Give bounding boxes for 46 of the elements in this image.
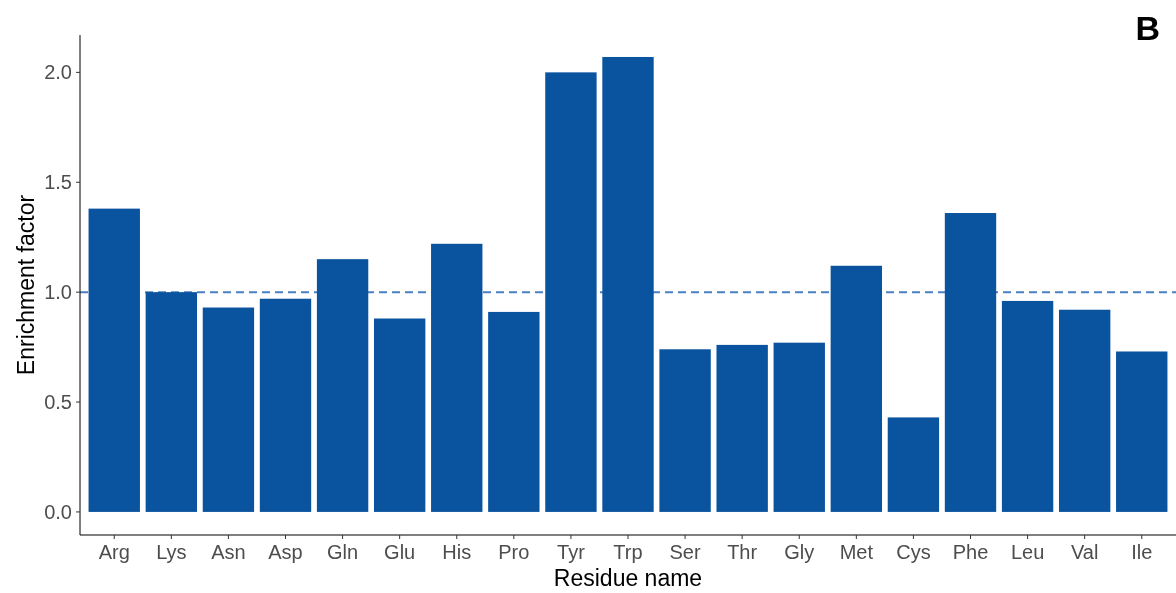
- bar: [716, 344, 768, 512]
- x-tick-label: Ser: [669, 541, 701, 563]
- bar: [830, 265, 883, 512]
- y-axis-title: Enrichment factor: [13, 194, 39, 376]
- bar: [373, 318, 426, 512]
- x-tick-label: Asn: [211, 541, 246, 563]
- bar: [88, 208, 140, 512]
- x-tick-label: Trp: [613, 541, 643, 563]
- bar: [1001, 300, 1054, 512]
- x-tick-label: Val: [1070, 541, 1099, 563]
- bar: [259, 298, 312, 512]
- x-tick-label: Asp: [268, 541, 303, 563]
- bar: [545, 72, 597, 512]
- x-tick-label: Thr: [727, 541, 758, 563]
- x-tick-label: Pro: [498, 541, 530, 563]
- bar: [887, 417, 940, 512]
- bar: [1058, 309, 1111, 512]
- x-tick-label: Phe: [952, 541, 989, 563]
- x-tick-label: Met: [839, 541, 874, 563]
- x-axis-title: Residue name: [553, 565, 703, 591]
- bar: [773, 342, 825, 512]
- x-tick-label: Tyr: [557, 541, 586, 563]
- x-tick-label: Glu: [384, 541, 416, 563]
- x-tick-label: Ile: [1131, 541, 1153, 563]
- bar: [431, 243, 483, 512]
- x-tick-label: Leu: [1010, 541, 1045, 563]
- annotation: B: [1135, 9, 1160, 47]
- bar: [602, 56, 654, 512]
- y-tick-label: 1.0: [44, 281, 72, 304]
- x-tick-label: Arg: [98, 541, 130, 563]
- y-tick-label: 1.5: [44, 171, 72, 194]
- bar: [316, 259, 369, 512]
- bar: [488, 311, 540, 512]
- bar: [944, 213, 997, 512]
- bar: [145, 292, 198, 512]
- x-tick-label: His: [442, 541, 472, 563]
- y-tick-label: 0.0: [44, 500, 72, 523]
- x-tick-label: Gln: [327, 541, 359, 563]
- bar: [1116, 351, 1168, 512]
- y-tick-label: 2.0: [44, 61, 72, 84]
- y-tick-label: 0.5: [44, 391, 72, 414]
- bar: [659, 349, 711, 512]
- x-tick-label: Lys: [156, 541, 187, 563]
- bar: [202, 307, 255, 512]
- x-tick-label: Gly: [784, 541, 815, 563]
- x-tick-label: Cys: [896, 541, 931, 563]
